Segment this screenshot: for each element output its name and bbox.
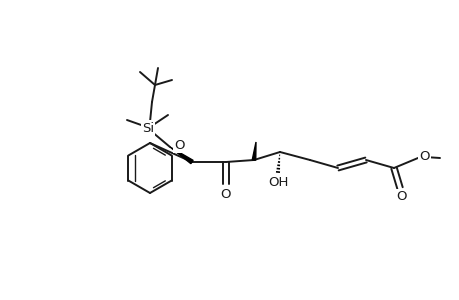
Polygon shape xyxy=(252,142,256,160)
Text: O: O xyxy=(418,149,429,163)
Text: O: O xyxy=(220,188,231,200)
Text: OH: OH xyxy=(267,176,287,188)
Text: Si: Si xyxy=(142,122,154,134)
Text: O: O xyxy=(396,190,406,203)
Polygon shape xyxy=(170,147,193,164)
Text: O: O xyxy=(174,139,184,152)
